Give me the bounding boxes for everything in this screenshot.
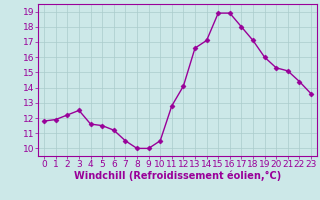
X-axis label: Windchill (Refroidissement éolien,°C): Windchill (Refroidissement éolien,°C) — [74, 171, 281, 181]
